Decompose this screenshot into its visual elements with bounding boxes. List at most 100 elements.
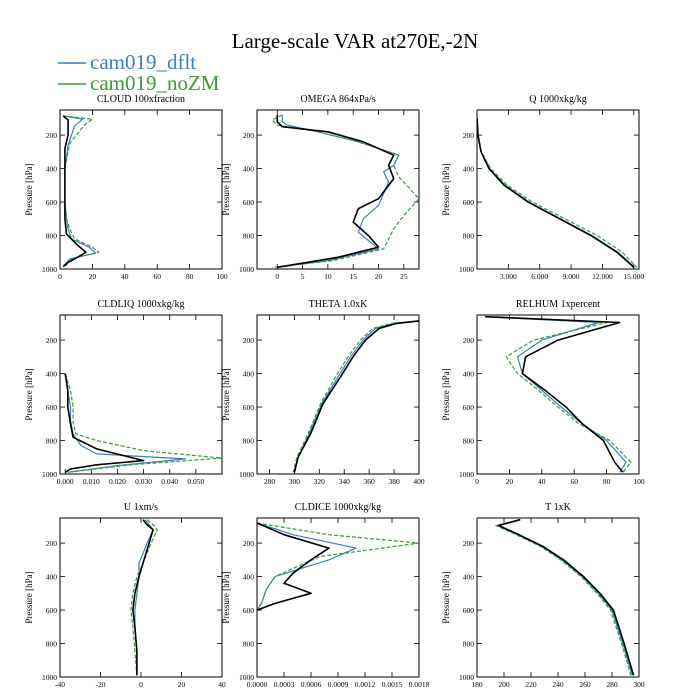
y-tick-label-theta: 600 [243, 403, 255, 412]
series-line-q-cam019_noZM [477, 118, 638, 268]
x-tick-label-cloud: 60 [153, 272, 161, 281]
series-line-theta-control [293, 320, 419, 473]
x-tick-label-q: 3.000 [500, 272, 517, 281]
y-tick-label-omega: 800 [243, 232, 255, 241]
y-tick-label-u: 600 [46, 606, 58, 615]
legend-label-nozm: cam019_noZM [90, 71, 220, 95]
series-line-relhum-cam019_dflt [485, 316, 627, 473]
x-tick-label-t: 200 [498, 680, 510, 689]
x-tick-label-cldice: 0.0009 [328, 680, 349, 689]
x-tick-label-omega: 15 [349, 272, 357, 281]
panel-title-omega: OMEGA 864xPa/s [300, 94, 375, 105]
x-tick-label-u: -20 [96, 680, 106, 689]
y-tick-label-omega: 400 [243, 165, 255, 174]
x-tick-label-t: 300 [633, 680, 645, 689]
panel-relhum: RELHUM 1xpercent 0 20 40 60 80 100 200 400 600 800… [441, 299, 645, 486]
x-tick-label-cldliq: 0.010 [83, 477, 100, 486]
y-axis-label-t: Pressure [hPa] [441, 571, 451, 623]
series-line-q-control [477, 118, 635, 268]
panel-frame-q [476, 109, 640, 270]
x-tick-label-relhum: 20 [506, 477, 514, 486]
y-axis-label-cldliq: Pressure [hPa] [24, 368, 34, 420]
series-line-relhum-cam019_noZM [485, 316, 632, 473]
x-tick-label-relhum: 40 [538, 477, 546, 486]
series-line-q-cam019_dflt [477, 118, 636, 268]
series-line-t-control [497, 518, 635, 676]
x-tick-label-cloud: 0 [58, 272, 62, 281]
panel-frame-relhum [476, 314, 640, 475]
x-tick-label-theta: 400 [413, 477, 425, 486]
x-tick-label-q: 12.000 [592, 272, 613, 281]
x-tick-label-q: 6.000 [531, 272, 548, 281]
x-tick-label-cldice: 0.0012 [355, 680, 376, 689]
y-tick-label-cldice: 200 [243, 539, 255, 548]
y-tick-label-t: 200 [463, 539, 475, 548]
panel-frame-omega [256, 109, 420, 270]
panel-title-q: Q 1000xkg/kg [529, 94, 587, 105]
panel-cldliq: CLDLIQ 1000xkg/kg 0.000 0.010 0.020 0.030 0.0… [24, 299, 223, 486]
y-tick-label-cldliq: 800 [46, 437, 58, 446]
x-tick-label-theta: 380 [388, 477, 400, 486]
x-tick-label-omega: 10 [324, 272, 332, 281]
y-axis-label-u: Pressure [hPa] [24, 571, 34, 623]
x-tick-label-cloud: 40 [121, 272, 129, 281]
x-tick-label-u: 20 [178, 680, 186, 689]
panel-frame-cldliq [59, 314, 223, 475]
y-tick-label-relhum: 600 [463, 403, 475, 412]
x-tick-label-t: 280 [606, 680, 618, 689]
series-line-omega-cam019_noZM [271, 114, 419, 268]
panel-t: T 1xK 180 200 220 240 260 280 300 200 400 600 800 10… [441, 502, 645, 689]
legend-label-dflt: cam019_dflt [90, 50, 196, 74]
x-tick-label-theta: 320 [314, 477, 326, 486]
series-line-cldice-control [257, 522, 330, 611]
y-tick-label-theta: 800 [243, 437, 255, 446]
y-tick-label-t: 400 [463, 573, 475, 582]
y-tick-label-t: 1000 [459, 673, 474, 682]
y-tick-label-u: 1000 [42, 673, 57, 682]
x-tick-label-theta: 360 [364, 477, 376, 486]
y-tick-label-t: 800 [463, 640, 475, 649]
y-tick-label-u: 400 [46, 573, 58, 582]
series-line-u-control [132, 519, 154, 676]
series-line-theta-cam019_noZM [292, 320, 419, 473]
x-tick-label-cldice: 0.0006 [301, 680, 322, 689]
y-tick-label-theta: 400 [243, 370, 255, 379]
y-axis-label-cldice: Pressure [hPa] [221, 571, 231, 623]
x-tick-label-cldice: 0.0000 [247, 680, 268, 689]
x-tick-label-relhum: 0 [475, 477, 479, 486]
panel-title-cldliq: CLDLIQ 1000xkg/kg [98, 299, 185, 310]
x-tick-label-omega: 25 [400, 272, 408, 281]
y-tick-label-cldliq: 1000 [42, 470, 57, 479]
x-tick-label-cldliq: 0.020 [109, 477, 126, 486]
y-tick-label-cldliq: 200 [46, 336, 58, 345]
series-line-cldice-cam019_noZM [257, 522, 419, 611]
y-tick-label-q: 400 [463, 165, 475, 174]
y-tick-label-cloud: 400 [46, 165, 58, 174]
panel-title-u: U 1xm/s [124, 502, 158, 513]
y-tick-label-relhum: 1000 [459, 470, 474, 479]
y-axis-label-relhum: Pressure [hPa] [441, 368, 451, 420]
panel-cloud: CLOUD 100xfraction 0 20 40 60 80 100 200 400 600 8… [24, 94, 228, 281]
x-tick-label-t: 220 [525, 680, 537, 689]
y-tick-label-cldliq: 600 [46, 403, 58, 412]
y-axis-label-theta: Pressure [hPa] [221, 368, 231, 420]
y-tick-label-cloud: 200 [46, 131, 58, 140]
y-tick-label-q: 1000 [459, 265, 474, 274]
x-tick-label-theta: 300 [289, 477, 301, 486]
x-tick-label-relhum: 80 [603, 477, 611, 486]
y-tick-label-q: 200 [463, 131, 475, 140]
x-tick-label-t: 180 [471, 680, 483, 689]
x-tick-label-q: 15.000 [623, 272, 644, 281]
series-line-cloud-control [62, 115, 87, 268]
y-tick-label-cldice: 800 [243, 640, 255, 649]
panel-u: U 1xm/s -40 -20 0 20 40 200 400 600 800 1000 Pressu… [24, 502, 226, 689]
legend: cam019_dflt cam019_noZM [58, 50, 220, 95]
x-tick-label-cldliq: 0.050 [187, 477, 204, 486]
x-tick-label-t: 260 [579, 680, 591, 689]
panel-frame-u [59, 517, 223, 678]
y-tick-label-u: 200 [46, 539, 58, 548]
x-tick-label-cldice: 0.0003 [274, 680, 295, 689]
series-line-theta-cam019_dflt [293, 320, 419, 473]
